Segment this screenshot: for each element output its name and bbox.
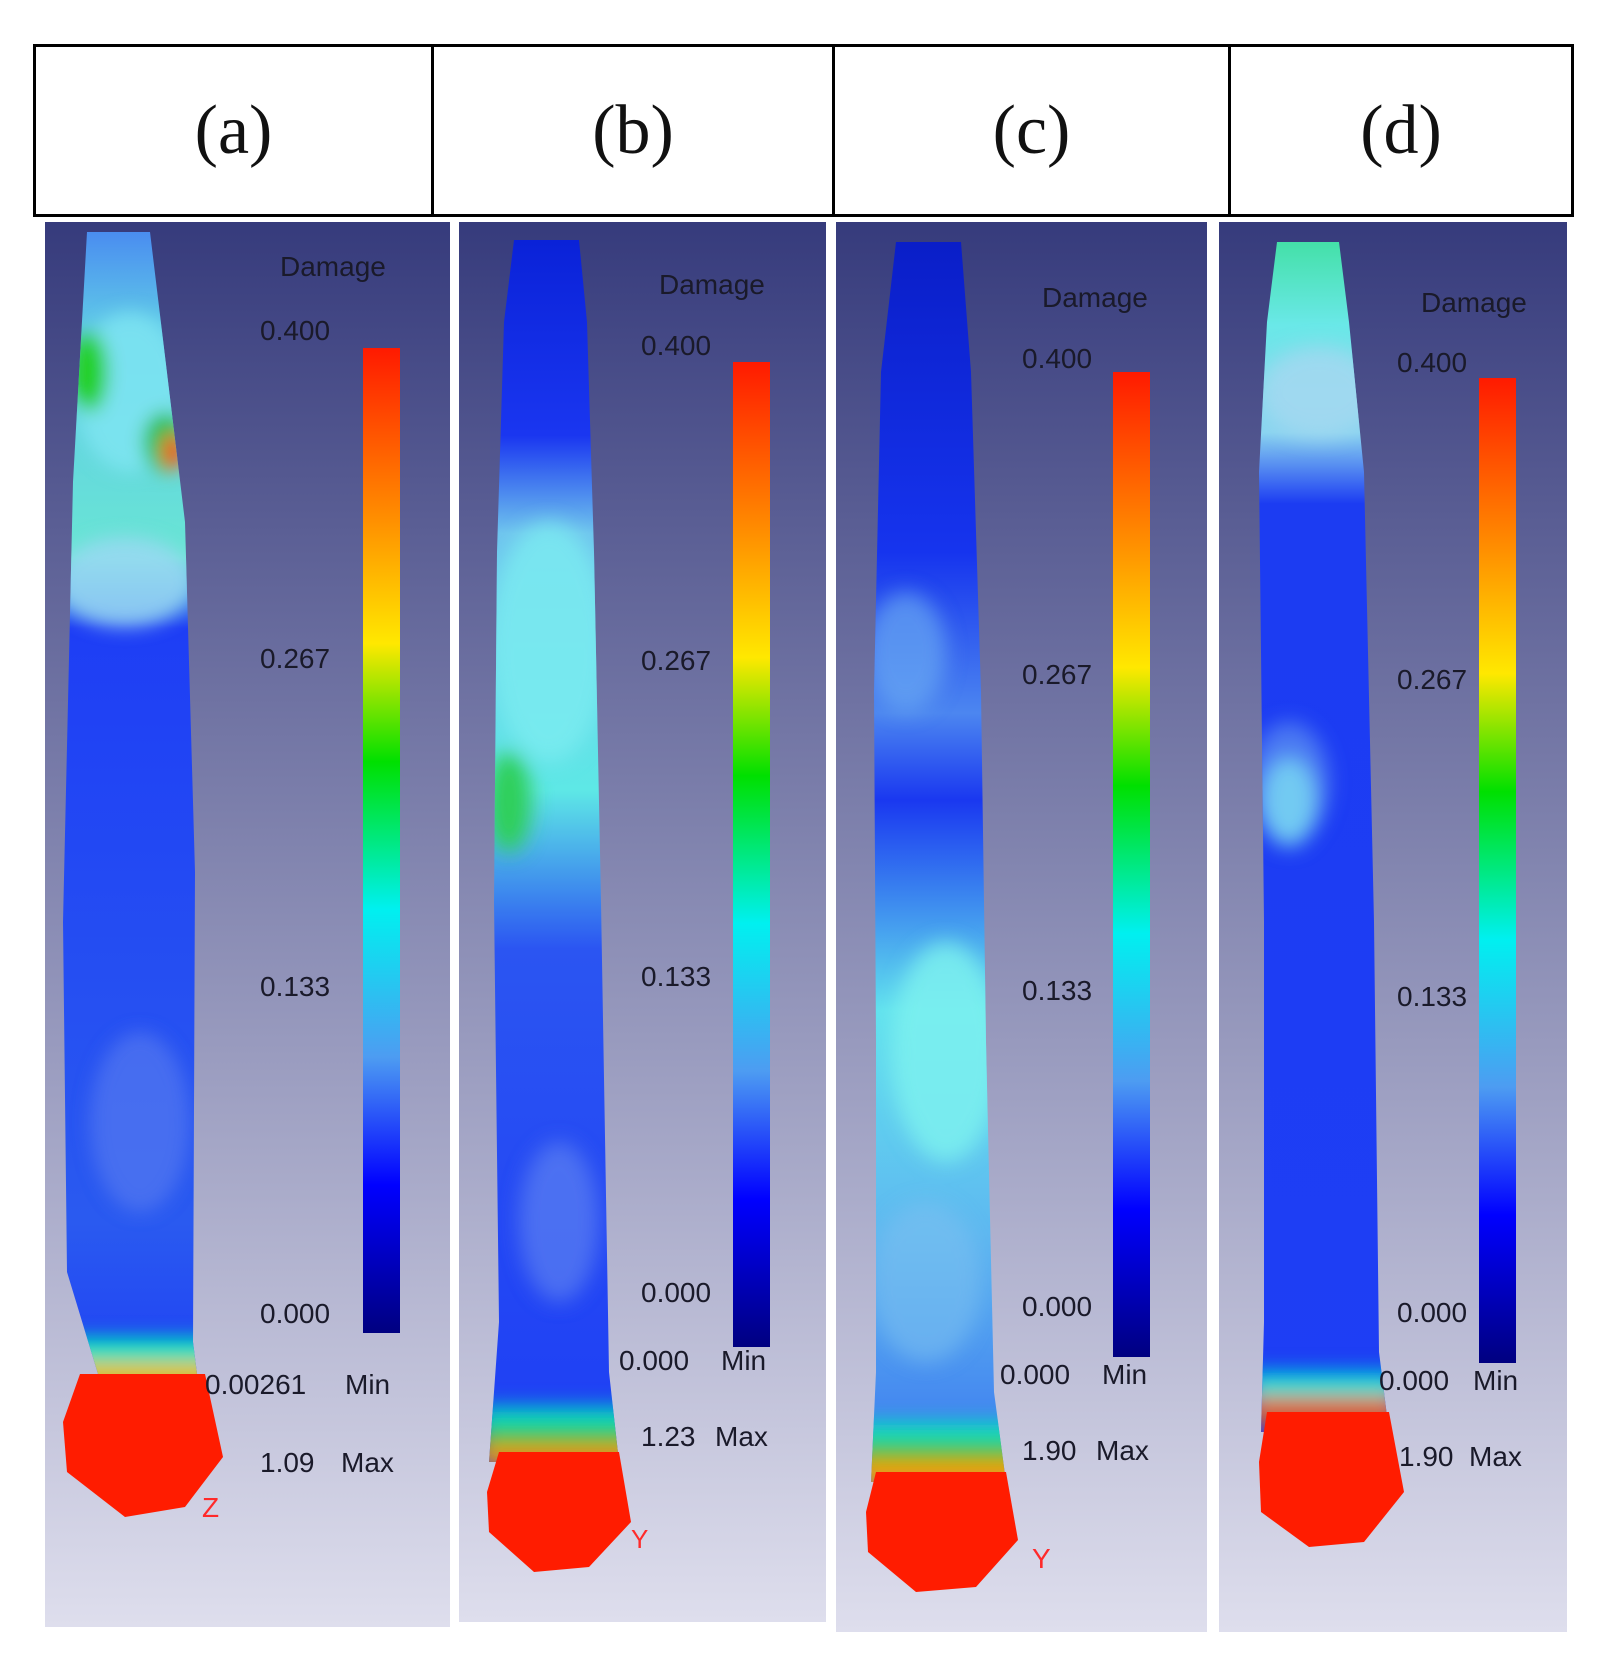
legend-tick-2: 0.267 — [1397, 664, 1467, 695]
panel-label-header: (a) (b) (c) (d) — [33, 44, 1574, 217]
damage-plot-c: Damage 0.400 0.267 0.133 0.000 0.000 Min… — [836, 222, 1207, 1632]
min-label: Min — [721, 1345, 766, 1376]
max-value: 1.90 — [1022, 1435, 1077, 1466]
specimen-tip — [866, 1472, 1018, 1592]
damage-plot-d: Damage 0.400 0.267 0.133 0.000 0.000 Min… — [1219, 222, 1567, 1632]
specimen-tip — [487, 1452, 631, 1572]
legend-tick-min: 0.000 — [641, 1277, 711, 1308]
legend-tick-min: 0.000 — [1397, 1297, 1467, 1328]
legend-tick-1: 0.133 — [1022, 975, 1092, 1006]
specimen-tip — [63, 1374, 223, 1517]
legend-tick-1: 0.133 — [260, 971, 330, 1002]
max-label: Max — [341, 1447, 394, 1478]
color-scale-bar — [1113, 372, 1150, 1357]
legend-tick-max: 0.400 — [260, 315, 330, 346]
specimen-contour — [1259, 242, 1404, 1547]
legend-tick-min: 0.000 — [260, 1298, 330, 1329]
panel-label-d: (d) — [1360, 91, 1442, 169]
max-label: Max — [1469, 1441, 1522, 1472]
legend-tick-max: 0.400 — [1397, 347, 1467, 378]
damage-plot-b: Damage 0.400 0.267 0.133 0.000 0.000 Min… — [459, 222, 826, 1622]
axis-label: Y — [631, 1524, 648, 1554]
max-value: 1.23 — [641, 1421, 696, 1452]
min-label: Min — [1102, 1359, 1147, 1390]
legend-title: Damage — [280, 251, 386, 282]
legend-tick-min: 0.000 — [1022, 1291, 1092, 1322]
legend-tick-1: 0.133 — [641, 961, 711, 992]
legend-title: Damage — [1042, 282, 1148, 313]
damage-panel-a: Damage 0.400 0.267 0.133 0.000 0.00261 M… — [45, 222, 450, 1627]
legend-title: Damage — [1421, 287, 1527, 318]
panel-label-c: (c) — [835, 47, 1231, 214]
legend-title: Damage — [659, 269, 765, 300]
specimen-contour — [866, 242, 1018, 1592]
max-value: 1.09 — [260, 1447, 315, 1478]
legend-tick-2: 0.267 — [260, 643, 330, 674]
max-label: Max — [715, 1421, 768, 1452]
min-label: Min — [345, 1369, 390, 1400]
max-label: Max — [1096, 1435, 1149, 1466]
legend-tick-2: 0.267 — [1022, 659, 1092, 690]
axis-label: Y — [1032, 1543, 1051, 1574]
legend-tick-max: 0.400 — [641, 330, 711, 361]
axis-label: Z — [202, 1492, 219, 1523]
legend-tick-1: 0.133 — [1397, 981, 1467, 1012]
legend-tick-2: 0.267 — [641, 645, 711, 676]
min-label: Min — [1473, 1365, 1518, 1396]
specimen-contour — [487, 240, 631, 1572]
legend-tick-max: 0.400 — [1022, 343, 1092, 374]
min-value: 0.000 — [1379, 1365, 1449, 1396]
color-scale-bar — [1479, 378, 1516, 1363]
color-scale-bar — [733, 362, 770, 1347]
panel-label-b: (b) — [434, 47, 835, 214]
damage-plot-a: Damage 0.400 0.267 0.133 0.000 0.00261 M… — [45, 222, 450, 1627]
specimen-contour — [63, 232, 223, 1517]
damage-panel-c: Damage 0.400 0.267 0.133 0.000 0.000 Min… — [836, 222, 1207, 1632]
panel-label-a: (a) — [36, 47, 434, 214]
max-value: 1.90 — [1399, 1441, 1454, 1472]
min-value: 0.00261 — [205, 1369, 306, 1400]
min-value: 0.000 — [1000, 1359, 1070, 1390]
damage-panel-d: Damage 0.400 0.267 0.133 0.000 0.000 Min… — [1219, 222, 1567, 1632]
specimen-tip — [1259, 1412, 1404, 1547]
color-scale-bar — [363, 348, 400, 1333]
damage-panel-b: Damage 0.400 0.267 0.133 0.000 0.000 Min… — [459, 222, 826, 1622]
min-value: 0.000 — [619, 1345, 689, 1376]
